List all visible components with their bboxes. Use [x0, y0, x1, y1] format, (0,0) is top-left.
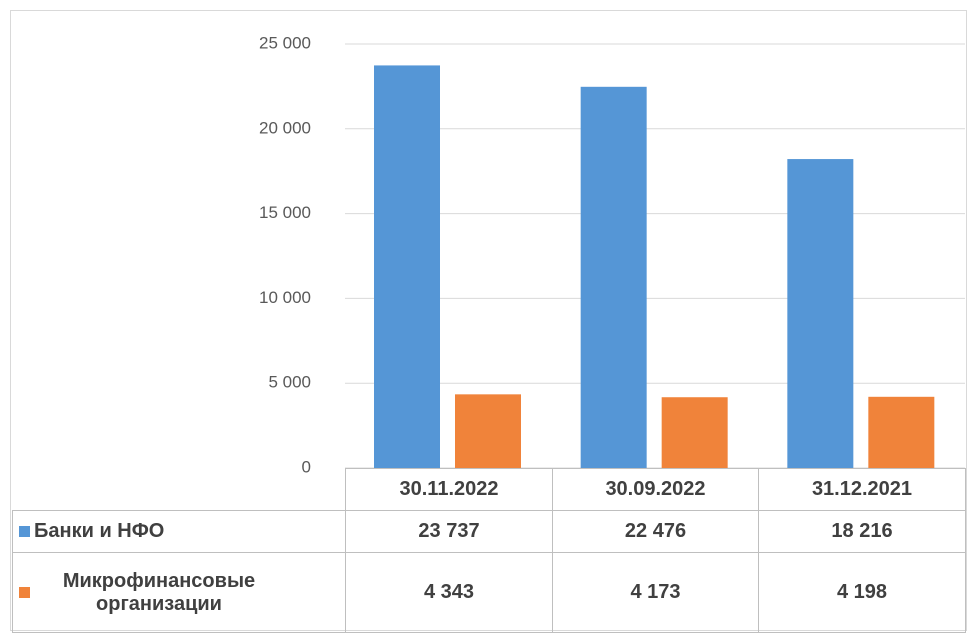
- bar: [868, 396, 935, 468]
- table-header-row: 30.11.2022 30.09.2022 31.12.2021: [12, 468, 966, 511]
- bar: [661, 397, 728, 468]
- legend-cell: Микрофинансовые организации: [12, 552, 346, 633]
- value-label: 18 216: [758, 510, 966, 553]
- table-row: Банки и НФО 23 737 22 476 18 216: [12, 510, 966, 553]
- table-row: Микрофинансовые организации 4 343 4 173 4 1…: [12, 552, 966, 633]
- bar: [374, 65, 440, 469]
- data-table: 30.11.2022 30.09.2022 31.12.2021 Банки и НФ…: [12, 468, 966, 633]
- y-tick-label: 10 000: [259, 288, 311, 307]
- y-tick-label: 5 000: [268, 373, 311, 392]
- bar: [580, 86, 647, 468]
- category-label: 30.09.2022: [552, 468, 759, 511]
- category-label: 30.11.2022: [345, 468, 553, 511]
- legend-swatch: [19, 587, 30, 598]
- y-tick-label: 25 000: [259, 33, 311, 52]
- value-label: 4 173: [552, 552, 759, 633]
- legend-cell: Банки и НФО: [12, 510, 346, 553]
- table-corner: [12, 468, 346, 511]
- legend-label: Микрофинансовые организации: [62, 569, 256, 615]
- legend-swatch: [19, 526, 30, 538]
- y-tick-label: 20 000: [259, 118, 311, 137]
- y-tick-label: 15 000: [259, 203, 311, 222]
- legend-label: Банки и НФО: [34, 520, 165, 543]
- y-tick-label: 0: [302, 457, 311, 476]
- value-label: 23 737: [345, 510, 553, 553]
- category-label: 31.12.2021: [758, 468, 966, 511]
- value-label: 22 476: [552, 510, 759, 553]
- bar: [787, 159, 854, 468]
- value-label: 4 198: [758, 552, 966, 633]
- value-label: 4 343: [345, 552, 553, 633]
- bar: [455, 394, 521, 468]
